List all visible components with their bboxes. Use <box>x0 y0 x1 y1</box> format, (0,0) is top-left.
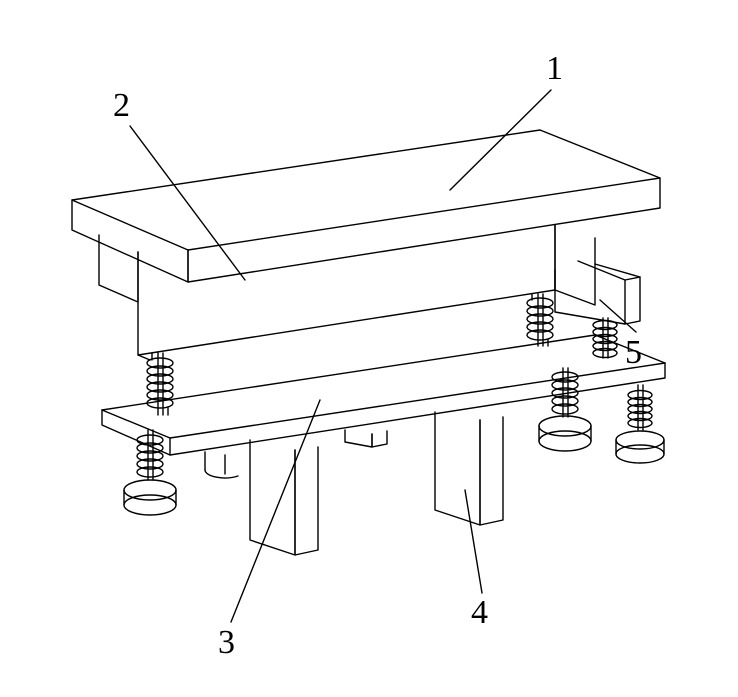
callout-1: 1 <box>546 50 563 88</box>
callout-4: 4 <box>471 594 488 632</box>
callout-2: 2 <box>113 87 130 125</box>
callout-3: 3 <box>218 624 235 662</box>
callout-5: 5 <box>625 334 642 372</box>
